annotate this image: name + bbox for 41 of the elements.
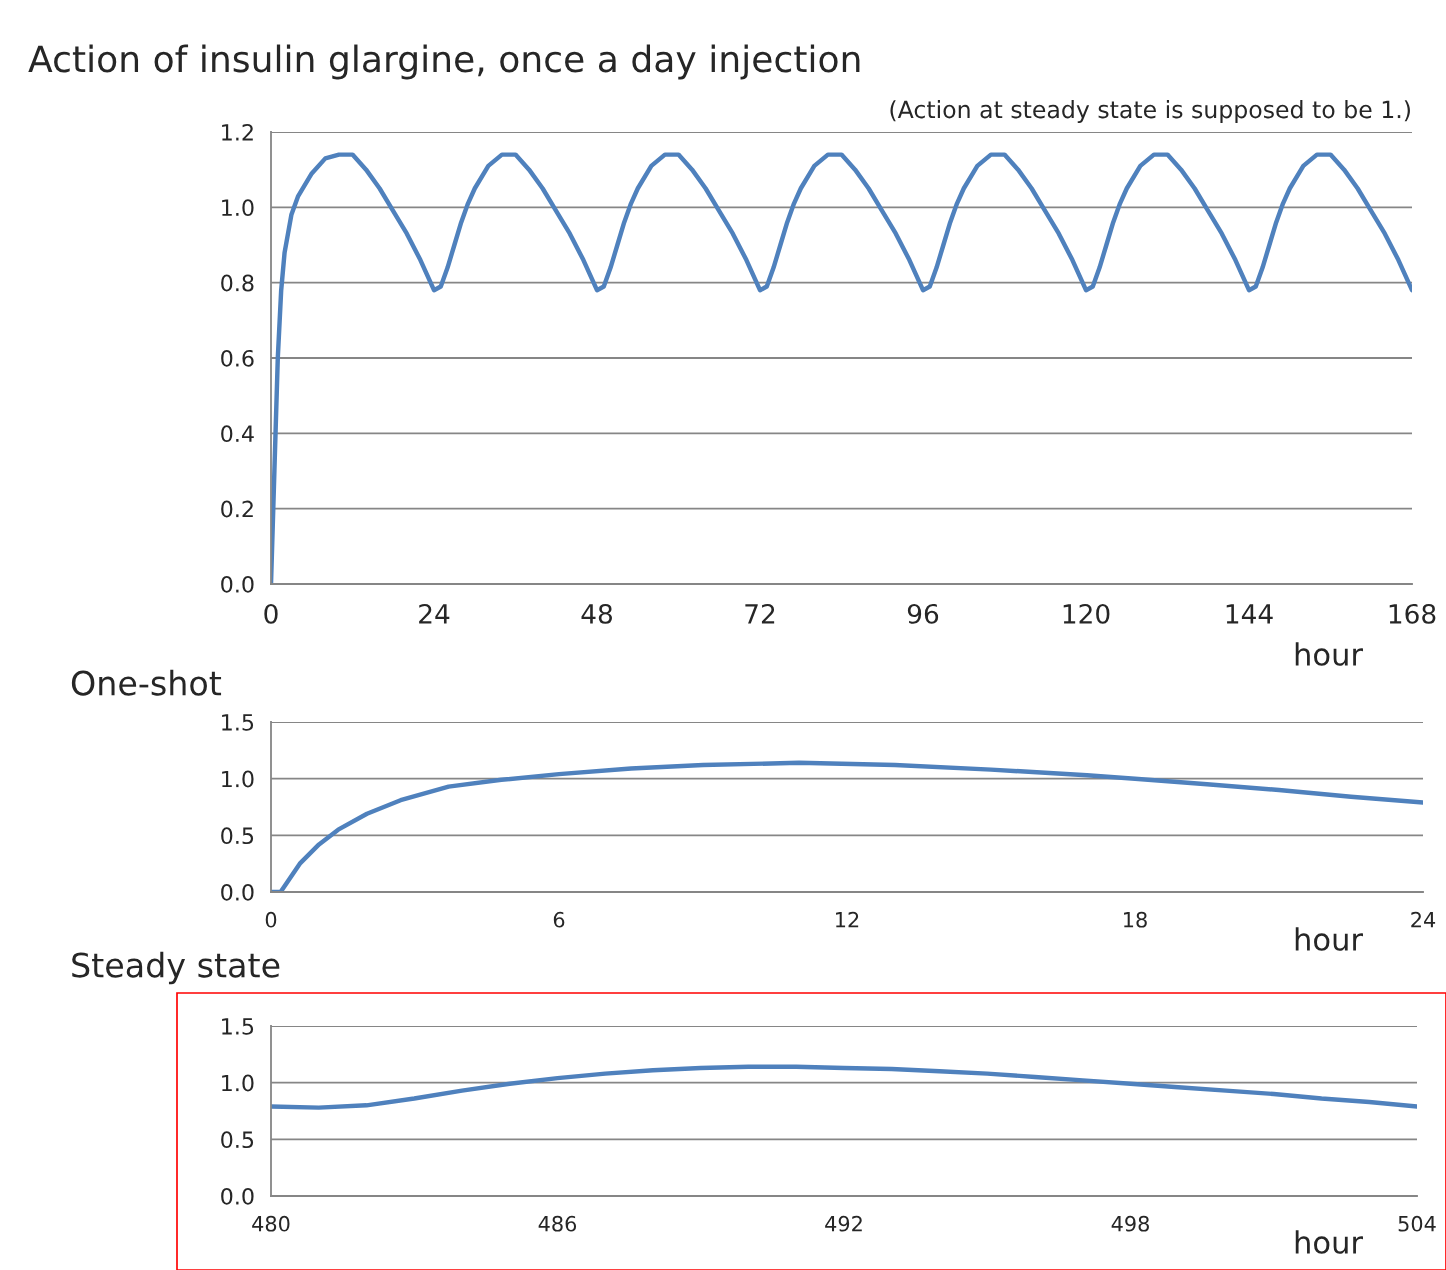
- x-tick-label: 144: [1226, 604, 1273, 624]
- x-tick-label: 120: [1063, 603, 1110, 624]
- chart-title: One-shot: [71, 669, 222, 696]
- y-tick-label: 1.0: [222, 770, 254, 788]
- y-tick-label: 0.6: [221, 349, 254, 367]
- y-tick-label: 1.0: [222, 199, 254, 217]
- x-tick-label: 504: [1398, 1215, 1436, 1232]
- x-tick-label: 12: [836, 911, 859, 928]
- y-tick-label: 0.0: [221, 575, 254, 593]
- chart-title: Action of insulin glargine, once a day injection: [28, 44, 860, 80]
- y-tick-label: 1.2: [222, 123, 253, 141]
- x-tick-label: 492: [825, 1215, 862, 1232]
- chart-subtitle: (Action at steady state is supposed to be 1.): [890, 100, 1410, 123]
- y-tick-label: 1.5: [222, 714, 254, 731]
- x-tick-label: 480: [252, 1215, 290, 1232]
- x-tick-label: 72: [745, 603, 775, 624]
- x-tick-label: 18: [1124, 911, 1147, 928]
- chart-title: Steady state: [72, 951, 280, 985]
- y-tick-label: 1.5: [222, 1018, 254, 1035]
- y-tick-label: 0.5: [221, 827, 254, 845]
- y-tick-label: 0.0: [221, 883, 254, 901]
- y-tick-label: 0.0: [221, 1187, 254, 1205]
- y-tick-label: 0.2: [221, 500, 253, 518]
- x-tick-label: 24: [419, 603, 450, 624]
- x-tick-label: 6: [553, 911, 565, 928]
- x-tick-label: 24: [1411, 911, 1436, 928]
- x-axis-title: hour: [1295, 642, 1363, 666]
- y-tick-label: 1.0: [222, 1074, 254, 1092]
- x-tick-label: 486: [538, 1215, 577, 1232]
- x-tick-label: 168: [1389, 603, 1436, 624]
- y-tick-label: 0.8: [221, 274, 254, 292]
- x-tick-label: 0: [265, 911, 277, 928]
- x-tick-label: 96: [907, 603, 939, 624]
- y-tick-label: 0.5: [221, 1131, 254, 1149]
- x-tick-label: 0: [264, 603, 278, 624]
- x-tick-label: 498: [1111, 1215, 1149, 1232]
- line-series: [271, 1064, 1417, 1110]
- y-tick-label: 0.4: [221, 425, 254, 443]
- x-axis-title: hour: [1295, 927, 1363, 951]
- x-tick-label: 48: [581, 603, 612, 624]
- x-axis-title: hour: [1295, 1230, 1363, 1254]
